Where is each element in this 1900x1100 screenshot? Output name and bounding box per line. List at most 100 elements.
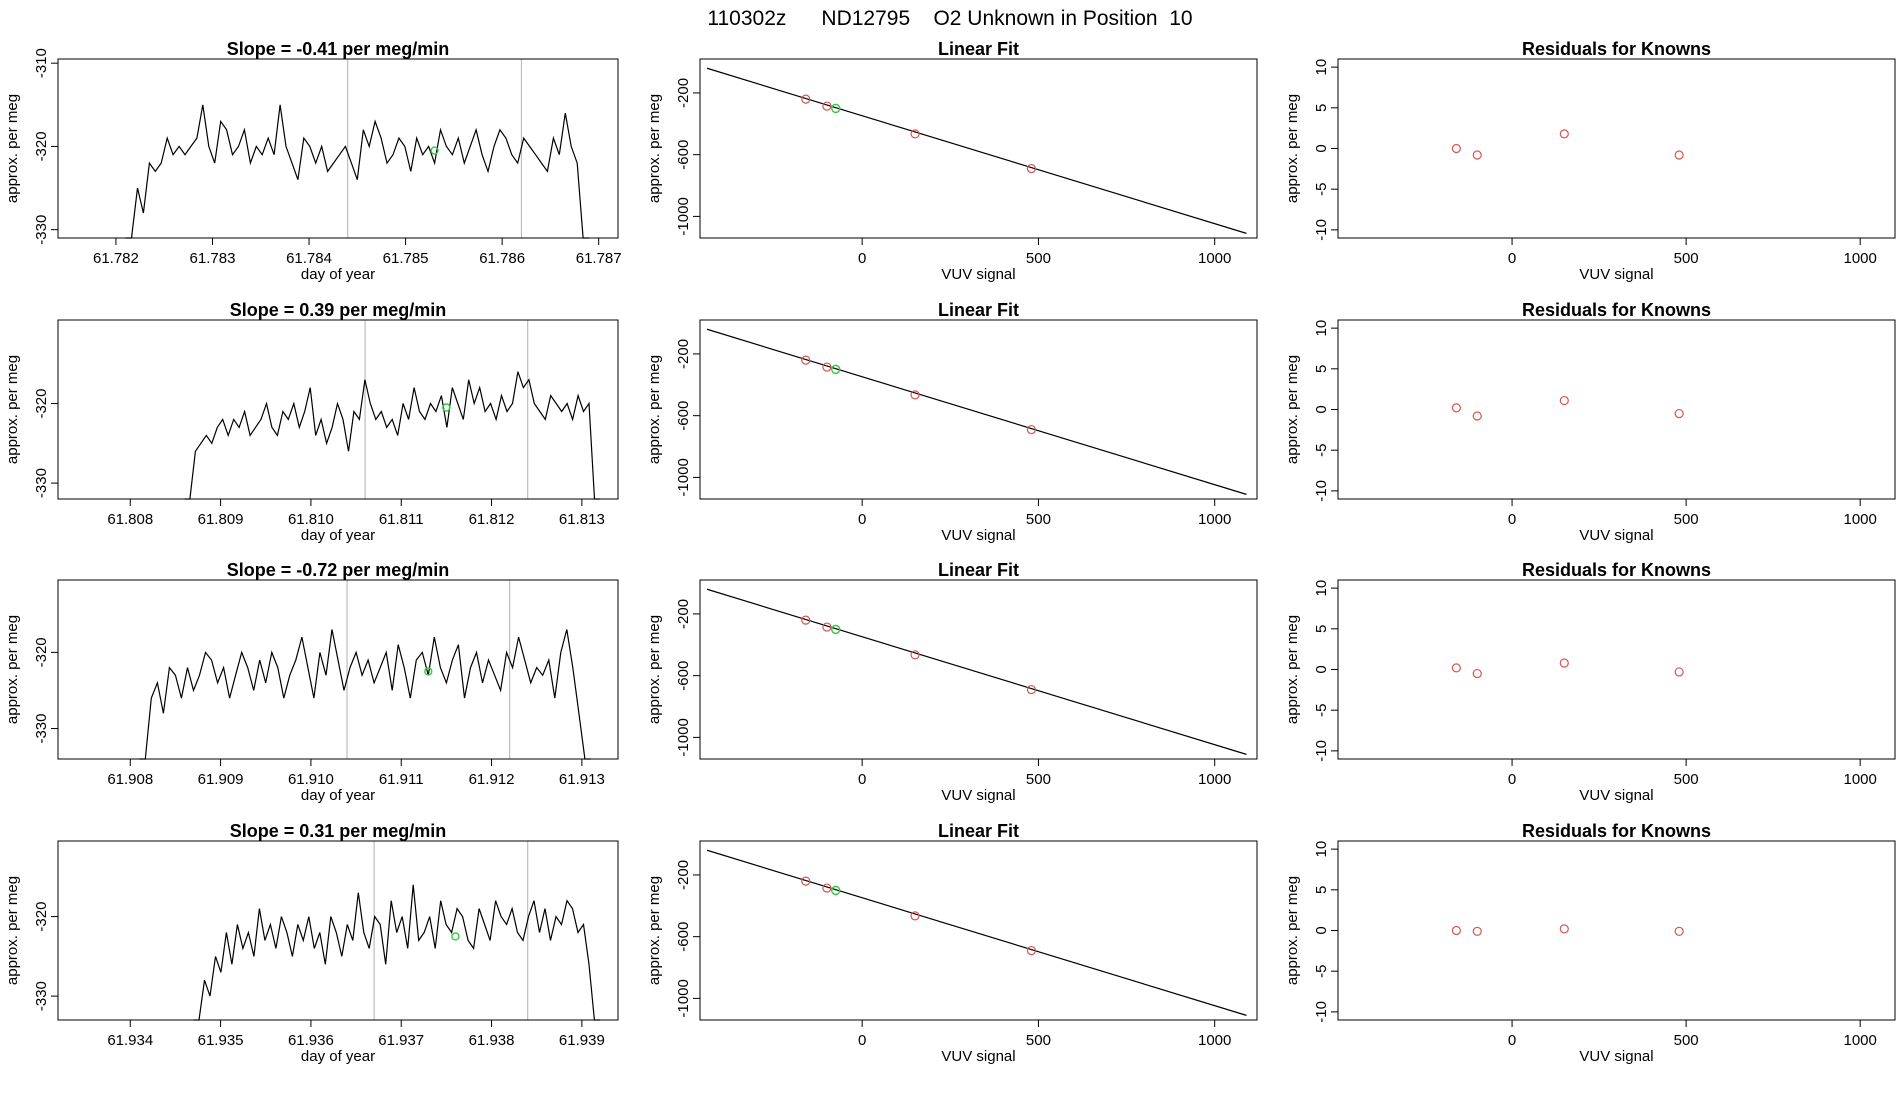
- fit-line: [706, 849, 1247, 1016]
- known-point: [1472, 150, 1482, 160]
- fit-line: [706, 328, 1247, 495]
- x-axis-label: day of year: [301, 266, 375, 283]
- x-axis-label: VUV signal: [1579, 1048, 1653, 1065]
- unknown-point: [831, 364, 841, 375]
- chart-panel-1: Linear Fit 0 500 1000 -200 -600 -1000 VUV signa…: [646, 39, 1258, 283]
- figure-title: 110302z ND12795 O2 Unknown in Position 1…: [707, 7, 1192, 30]
- x-tick-label: 1000: [1198, 1032, 1231, 1049]
- y-axis-label: approx. per meg: [646, 615, 663, 724]
- chart-panel-7: Linear Fit 0 500 1000 -200 -600 -1000 VUV signa…: [646, 560, 1258, 804]
- y-tick-label: 0: [1313, 665, 1330, 673]
- x-axis-label: VUV signal: [941, 1048, 1015, 1065]
- plot-frame: [699, 840, 1258, 1021]
- plot-frame: [1337, 840, 1896, 1021]
- x-tick-label: 500: [1674, 771, 1699, 788]
- x-axis-label: VUV signal: [941, 787, 1015, 804]
- known-point: [822, 101, 832, 111]
- fit-line: [706, 588, 1247, 755]
- y-tick-label: -1000: [675, 718, 692, 756]
- x-tick-label: 1000: [1844, 1032, 1877, 1049]
- x-tick-label: 61.785: [383, 250, 429, 267]
- unknown-marker: [424, 667, 433, 676]
- chart-panel-8: Residuals for Knowns 0 500 1000 -10 -5 0 5 10 VUV…: [1284, 560, 1896, 804]
- y-axis-label: approx. per meg: [646, 876, 663, 985]
- x-tick-label: 500: [1026, 250, 1051, 267]
- data-trace: [139, 629, 591, 760]
- y-axis-label: approx. per meg: [1284, 355, 1301, 464]
- chart-panel-10: Linear Fit 0 500 1000 -200 -600 -1000 VUV signa…: [646, 821, 1258, 1065]
- x-tick-label: 1000: [1198, 771, 1231, 788]
- y-tick-label: -330: [33, 981, 50, 1011]
- x-tick-label: 61.812: [469, 511, 515, 528]
- known-point: [910, 390, 920, 400]
- chart-title: Linear Fit: [938, 821, 1019, 841]
- y-tick-label: -330: [33, 714, 50, 744]
- x-tick-label: 1000: [1844, 771, 1877, 788]
- x-tick-label: 61.937: [378, 1032, 424, 1049]
- x-axis-label: VUV signal: [941, 266, 1015, 283]
- unknown-point: [831, 885, 841, 896]
- chart-panel-6: Slope = -0.72 per meg/min 61.908 61.909 61.…: [4, 560, 619, 804]
- y-axis-label: approx. per meg: [4, 94, 21, 203]
- known-point: [1026, 163, 1036, 174]
- known-point: [1451, 663, 1461, 673]
- known-point: [1674, 667, 1684, 677]
- plot-frame: [57, 58, 619, 239]
- y-axis-label: approx. per meg: [4, 355, 21, 464]
- unknown-marker: [442, 403, 451, 412]
- x-tick-label: 61.808: [107, 511, 153, 528]
- y-tick-label: -330: [33, 468, 50, 498]
- y-axis-label: approx. per meg: [1284, 876, 1301, 985]
- y-tick-label: -330: [33, 215, 50, 245]
- x-tick-label: 61.935: [198, 1032, 244, 1049]
- known-point: [1559, 924, 1569, 934]
- plot-frame: [1337, 319, 1896, 500]
- x-tick-label: 61.811: [379, 511, 424, 528]
- y-tick-label: 0: [1313, 405, 1330, 413]
- chart-title: Residuals for Knowns: [1522, 821, 1711, 841]
- y-axis-label: approx. per meg: [1284, 615, 1301, 724]
- y-axis-label: approx. per meg: [4, 876, 21, 985]
- plot-frame: [699, 579, 1258, 760]
- y-tick-label: -1000: [675, 979, 692, 1017]
- x-tick-label: 61.909: [198, 771, 244, 788]
- x-tick-label: 500: [1674, 1032, 1699, 1049]
- known-point: [801, 355, 811, 365]
- y-tick-label: 5: [1313, 365, 1330, 373]
- fit-line: [706, 67, 1247, 234]
- x-tick-label: 500: [1674, 250, 1699, 267]
- x-tick-label: 0: [858, 1032, 866, 1049]
- y-tick-label: 5: [1313, 104, 1330, 112]
- known-point: [822, 622, 832, 632]
- known-point: [1026, 945, 1036, 956]
- y-tick-label: -10: [1313, 1001, 1330, 1023]
- x-tick-label: 61.912: [469, 771, 515, 788]
- y-tick-label: -10: [1313, 480, 1330, 502]
- y-tick-label: -320: [33, 131, 50, 161]
- x-tick-label: 61.939: [559, 1032, 605, 1049]
- x-tick-label: 61.787: [576, 250, 622, 267]
- unknown-point: [831, 624, 841, 635]
- x-tick-label: 61.913: [559, 771, 605, 788]
- x-tick-label: 0: [858, 250, 866, 267]
- chart-title: Linear Fit: [938, 39, 1019, 59]
- y-axis-label: approx. per meg: [1284, 94, 1301, 203]
- y-tick-label: -5: [1313, 183, 1330, 196]
- x-tick-label: 500: [1674, 511, 1699, 528]
- known-point: [1451, 403, 1461, 413]
- y-tick-label: -200: [675, 78, 692, 108]
- plot-frame: [699, 319, 1258, 500]
- known-point: [822, 883, 832, 893]
- y-tick-label: -5: [1313, 965, 1330, 978]
- plot-frame: [699, 58, 1258, 239]
- known-point: [1026, 424, 1036, 435]
- x-tick-label: 0: [1508, 250, 1516, 267]
- x-tick-label: 61.809: [198, 511, 244, 528]
- x-axis-label: VUV signal: [941, 527, 1015, 544]
- y-tick-label: -320: [33, 637, 50, 667]
- x-tick-label: 1000: [1198, 511, 1231, 528]
- y-tick-label: -200: [675, 599, 692, 629]
- x-axis-label: VUV signal: [1579, 527, 1653, 544]
- x-tick-label: 61.934: [107, 1032, 153, 1049]
